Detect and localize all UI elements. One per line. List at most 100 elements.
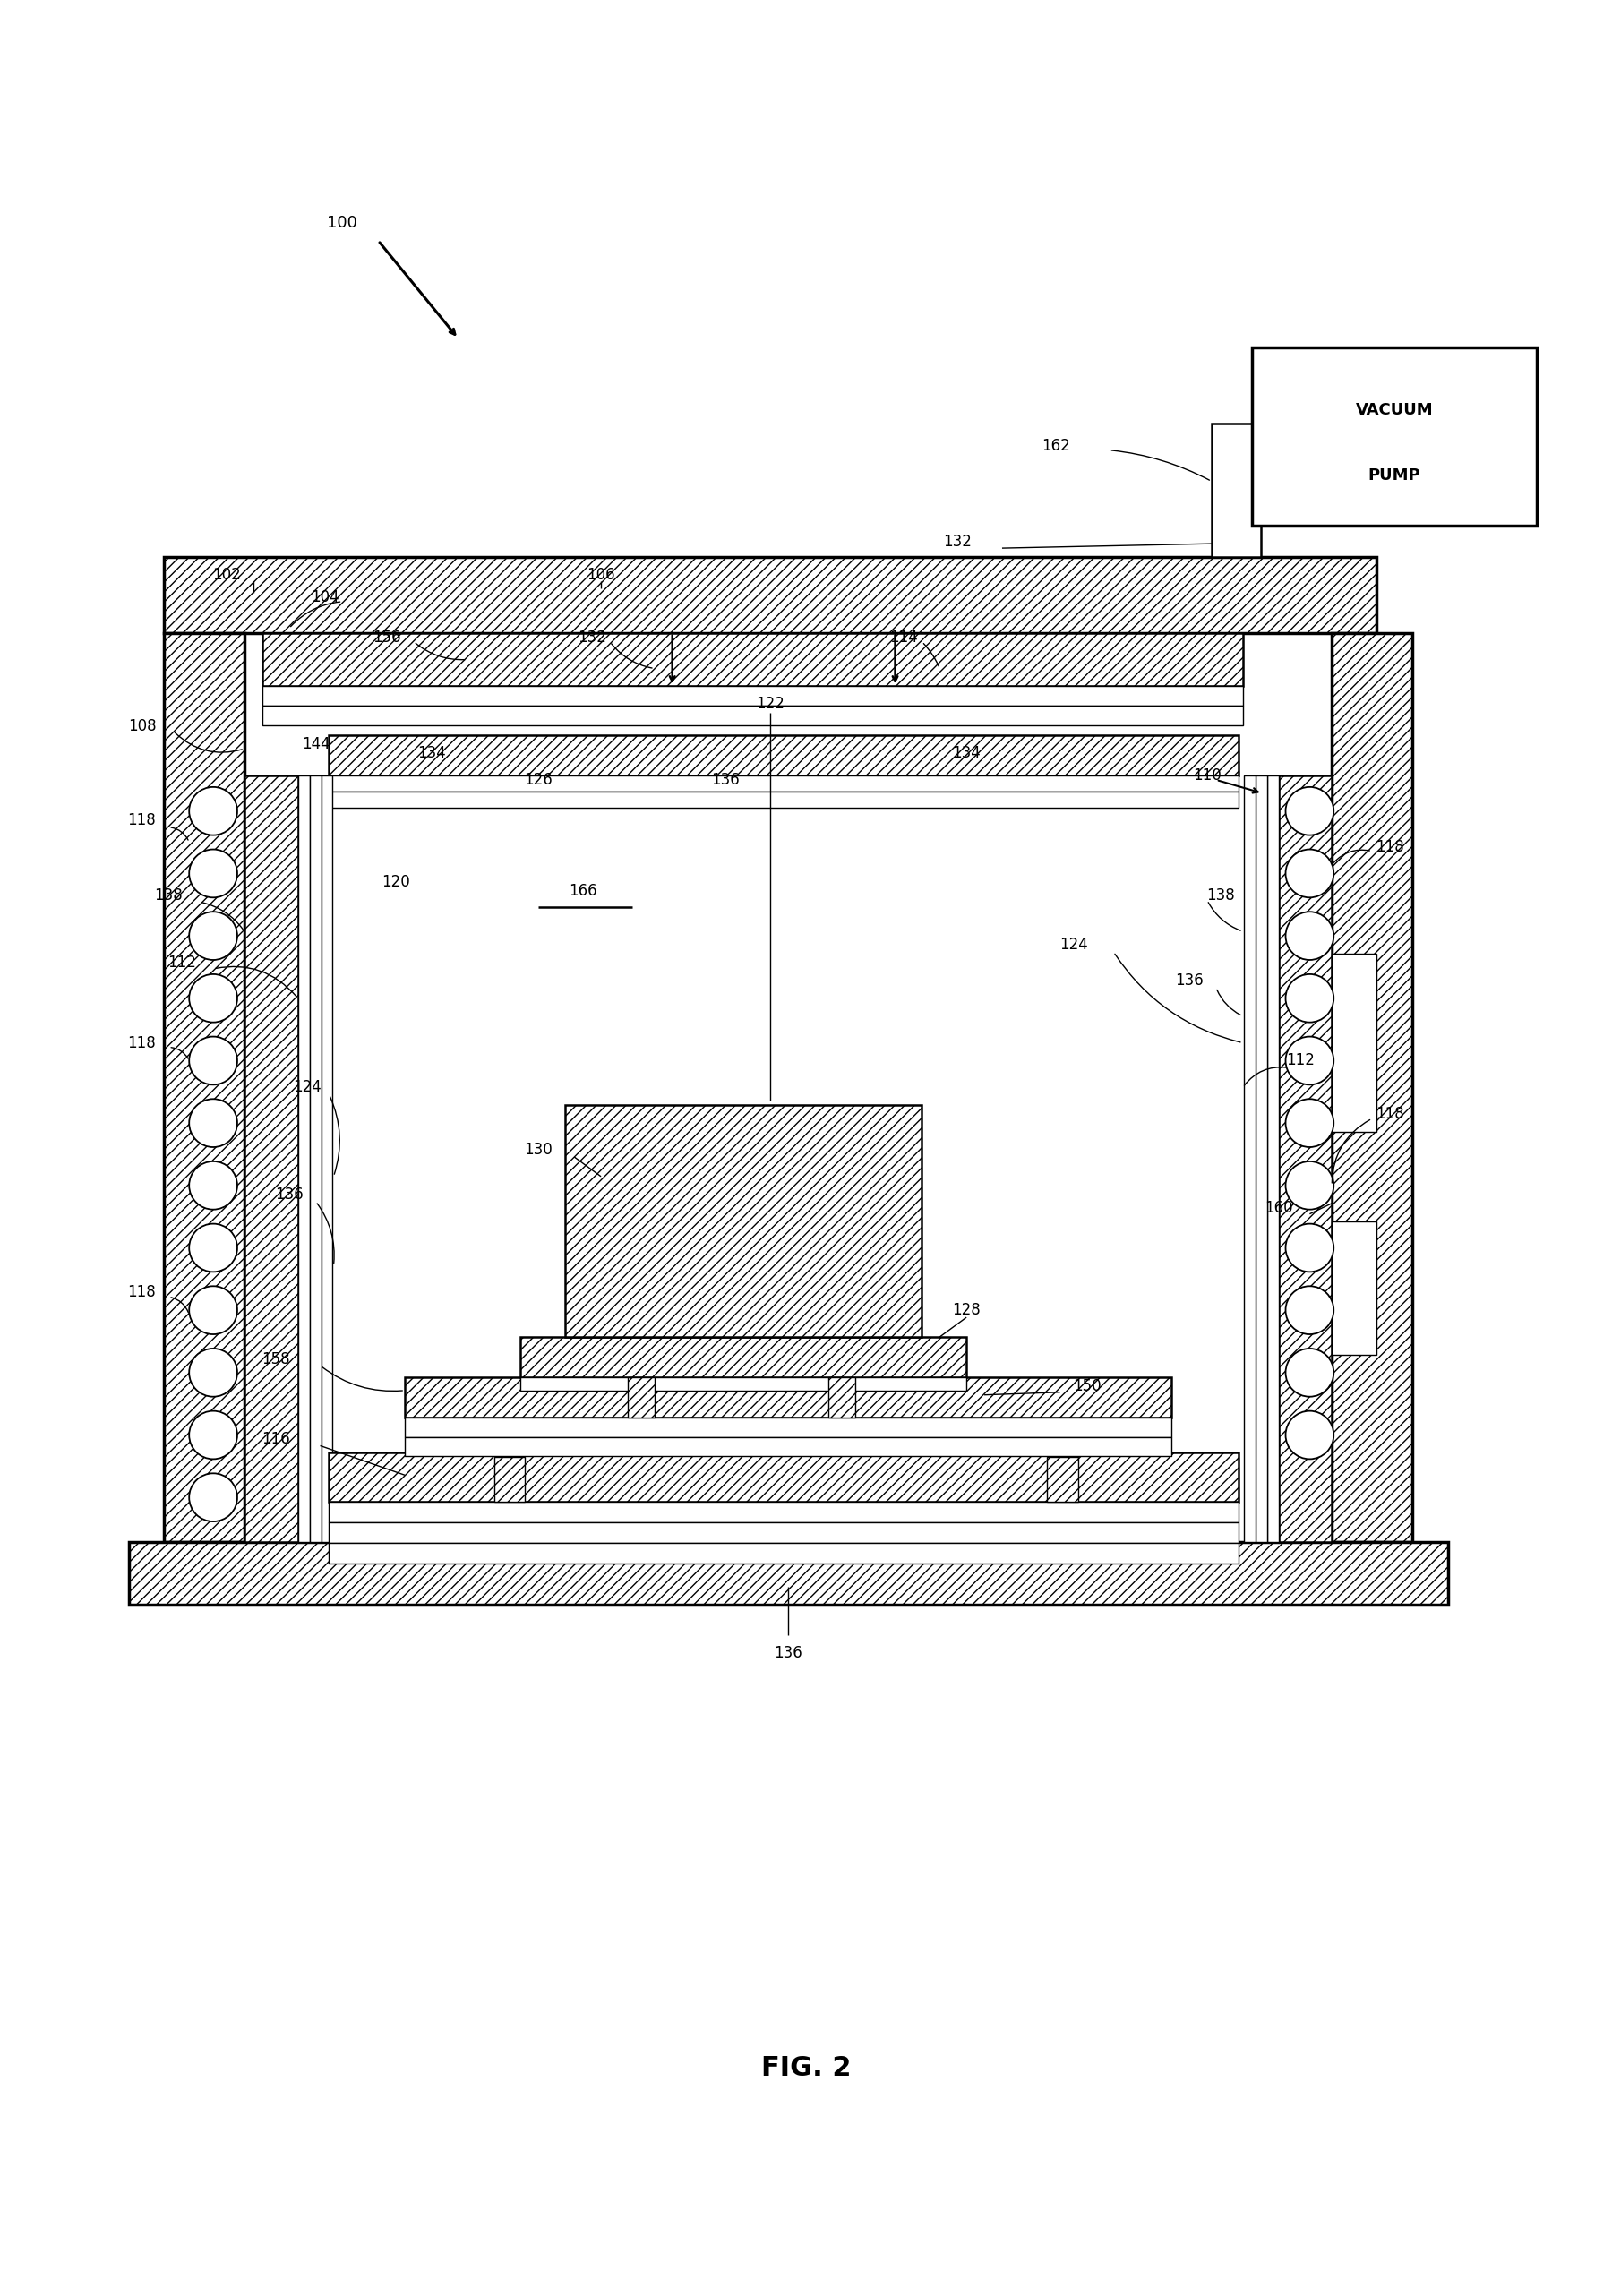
Text: 138: 138 (1206, 889, 1235, 905)
Circle shape (189, 974, 237, 1022)
Circle shape (1286, 1286, 1333, 1334)
Bar (566, 1104, 922, 1336)
Circle shape (189, 912, 237, 960)
Circle shape (189, 1224, 237, 1272)
Text: 134: 134 (953, 746, 980, 762)
Text: 120: 120 (382, 875, 409, 891)
Circle shape (1286, 850, 1333, 898)
Bar (329, 1543, 1238, 1564)
Bar (521, 1378, 967, 1391)
Text: 124: 124 (1059, 937, 1088, 953)
Text: 136: 136 (774, 1646, 803, 1662)
Circle shape (189, 788, 237, 836)
Bar (329, 1502, 1238, 1522)
Bar (329, 792, 1238, 808)
Bar (329, 735, 1238, 776)
Bar (263, 687, 1243, 705)
Text: 112: 112 (168, 955, 197, 971)
Text: 106: 106 (587, 567, 616, 583)
Circle shape (1286, 1348, 1333, 1396)
Circle shape (1286, 1100, 1333, 1148)
Bar (329, 776, 1238, 792)
Bar (1256, 776, 1267, 1543)
Circle shape (189, 1035, 237, 1084)
Text: 118: 118 (127, 1283, 156, 1300)
Circle shape (1286, 1224, 1333, 1272)
Bar (405, 1378, 1172, 1417)
Bar (627, 1378, 654, 1417)
Bar (1244, 776, 1256, 1543)
Text: 132: 132 (943, 535, 972, 551)
Text: 124: 124 (293, 1079, 321, 1095)
Bar (493, 1458, 526, 1502)
Circle shape (1286, 912, 1333, 960)
Text: PUMP: PUMP (1369, 468, 1420, 484)
Bar (129, 1543, 1448, 1605)
Circle shape (189, 1100, 237, 1148)
Text: 130: 130 (524, 1141, 553, 1157)
Circle shape (189, 1474, 237, 1522)
Text: 138: 138 (155, 889, 182, 905)
Text: 134: 134 (418, 746, 447, 762)
Bar (263, 634, 1243, 687)
Circle shape (1286, 974, 1333, 1022)
Text: 132: 132 (577, 629, 606, 645)
Bar (298, 776, 310, 1543)
Bar (329, 1453, 1238, 1502)
Text: 166: 166 (569, 884, 598, 900)
Circle shape (189, 850, 237, 898)
Text: 110: 110 (1193, 767, 1222, 783)
Bar (1278, 776, 1332, 1543)
Bar (405, 1417, 1172, 1437)
Text: 136: 136 (274, 1187, 303, 1203)
Bar (405, 1437, 1172, 1456)
Text: 104: 104 (311, 590, 339, 606)
Bar (1212, 422, 1261, 558)
Bar (521, 1336, 967, 1378)
Circle shape (1286, 788, 1333, 836)
Text: 162: 162 (1041, 439, 1070, 455)
Bar (164, 558, 1377, 634)
Text: 156: 156 (372, 629, 401, 645)
Text: 136: 136 (711, 771, 740, 788)
Text: 118: 118 (1375, 1107, 1404, 1123)
Bar (1267, 776, 1278, 1543)
Bar (164, 634, 245, 1543)
Text: 136: 136 (1175, 974, 1204, 990)
Text: 118: 118 (127, 813, 156, 829)
Bar (245, 776, 298, 1543)
Bar (310, 776, 321, 1543)
Bar (1332, 1221, 1377, 1355)
Circle shape (189, 1348, 237, 1396)
Text: 122: 122 (756, 696, 785, 712)
Text: 126: 126 (524, 771, 553, 788)
Bar (263, 705, 1243, 726)
Bar (1251, 347, 1536, 526)
Circle shape (189, 1162, 237, 1210)
Circle shape (1286, 1412, 1333, 1458)
Text: 118: 118 (1375, 838, 1404, 854)
Text: 118: 118 (127, 1035, 156, 1052)
Circle shape (189, 1286, 237, 1334)
Bar (1046, 1458, 1078, 1502)
Bar (321, 776, 332, 1543)
Text: 108: 108 (127, 719, 156, 735)
Text: 144: 144 (301, 737, 330, 753)
Bar (829, 1378, 854, 1417)
Text: 100: 100 (327, 216, 358, 232)
Text: 116: 116 (261, 1430, 290, 1446)
Bar (1332, 634, 1412, 1543)
Text: 114: 114 (890, 629, 919, 645)
Text: 150: 150 (1072, 1378, 1101, 1394)
Text: 112: 112 (1286, 1052, 1315, 1068)
Circle shape (1286, 1035, 1333, 1084)
Circle shape (1286, 1162, 1333, 1210)
Text: FIG. 2: FIG. 2 (761, 2055, 851, 2080)
Text: 160: 160 (1264, 1199, 1293, 1217)
Text: 158: 158 (261, 1350, 290, 1368)
Text: VACUUM: VACUUM (1356, 402, 1433, 418)
Text: 128: 128 (953, 1302, 980, 1318)
Bar (329, 1522, 1238, 1543)
Text: 102: 102 (213, 567, 240, 583)
Circle shape (189, 1412, 237, 1458)
